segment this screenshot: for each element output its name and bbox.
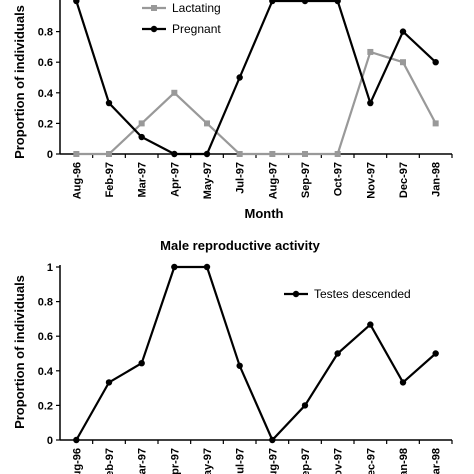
male-x-tick-label: Mar-97 <box>137 448 149 474</box>
female-y-tick-label: 0.6 <box>38 57 53 69</box>
male-y-tick-label: 0.2 <box>38 400 53 412</box>
male-legend-label-testes-descended: Testes descended <box>314 287 411 301</box>
female-x-tick-label: Aug-97 <box>267 162 279 199</box>
female-x-tick-label: Dec-97 <box>398 162 410 198</box>
male-series-testes-descended-point <box>301 402 309 409</box>
female-series-pregnant-point <box>105 99 113 107</box>
female-series-lactating-point <box>138 120 145 127</box>
male-series-testes-descended-point <box>236 362 243 369</box>
female-x-tick-label: Oct-97 <box>333 162 345 196</box>
male-series-testes-descended-point <box>171 263 178 271</box>
female-series-pregnant-point <box>334 0 341 5</box>
female-x-tick-label: Apr-97 <box>169 162 181 197</box>
female-series-lactating-line <box>76 50 437 156</box>
male-x-tick-label: Sep-97 <box>300 448 312 474</box>
female-series-pregnant-point <box>399 28 407 35</box>
female-x-tick-label: Jul-97 <box>235 162 247 194</box>
female-reproductive-chart: Proportion of individuals Month Lactatin… <box>12 0 453 221</box>
female-series-lactating-point <box>367 48 374 55</box>
female-series-lactating-point <box>204 120 210 127</box>
female-series-lactating-point <box>171 89 178 96</box>
male-y-tick-label: 0.8 <box>38 297 53 309</box>
male-x-tick-label: Feb-97 <box>104 448 116 474</box>
female-x-axis-label: Month <box>245 206 284 221</box>
female-y-tick-label: 0.2 <box>38 118 53 130</box>
male-reproductive-chart: Male reproductive activity Proportion of… <box>12 238 453 474</box>
female-series-pregnant-point <box>138 133 145 141</box>
male-x-tick-label: May-97 <box>202 448 214 474</box>
female-x-tick-label: Aug-96 <box>71 162 83 199</box>
female-series-lactating-point <box>73 151 80 157</box>
female-series-lactating-point <box>269 151 276 157</box>
female-series-pregnant-point <box>236 74 243 81</box>
male-series-testes-descended-point <box>432 350 439 357</box>
male-x-tick-label: Aug-96 <box>71 448 83 474</box>
male-series-testes-descended-point <box>73 436 80 444</box>
male-y-tick-label: 0.6 <box>38 331 53 343</box>
female-series-lactating-point <box>236 151 243 157</box>
female-legend-label-pregnant: Pregnant <box>172 22 221 36</box>
male-x-tick-label: Jul-97 <box>235 448 247 474</box>
male-series-testes-descended-point <box>269 436 276 444</box>
female-series-pregnant-point <box>73 0 80 5</box>
female-y-tick-label: 0.4 <box>38 88 54 100</box>
female-series-pregnant-point <box>301 0 309 5</box>
female-series-pregnant-point <box>269 0 276 5</box>
female-x-tick-label: Feb-97 <box>104 162 116 197</box>
male-series-testes-descended-point <box>334 350 341 357</box>
female-legend-marker-pregnant <box>150 25 158 33</box>
male-series-testes-descended-point <box>203 263 211 271</box>
male-y-tick-label: 1 <box>47 262 53 274</box>
female-y-tick-label: 0 <box>47 149 53 161</box>
female-series-pregnant-point <box>367 99 374 107</box>
female-series-pregnant-point <box>432 59 439 66</box>
female-legend-marker-lactating <box>151 5 157 11</box>
male-legend: Testes descended <box>284 287 411 301</box>
female-x-tick-label: May-97 <box>202 162 214 199</box>
female-series-pregnant-point <box>171 150 178 158</box>
male-chart-title: Male reproductive activity <box>160 238 320 253</box>
male-x-tick-label: Mar-98 <box>431 448 443 474</box>
female-x-tick-label: Nov-97 <box>365 162 377 199</box>
female-x-tick-label: Sep-97 <box>300 162 312 198</box>
female-y-axis-label: Proportion of individuals <box>12 5 27 159</box>
female-legend: Lactating Pregnant <box>142 1 221 36</box>
male-x-tick-label: Apr-97 <box>169 448 181 474</box>
female-series-lactating-point <box>334 151 341 157</box>
male-x-tick-label: Dec-97 <box>365 448 377 474</box>
male-x-tick-label: Aug-97 <box>267 448 279 474</box>
male-series-testes-descended-point <box>367 321 374 328</box>
male-y-tick-label: 0.4 <box>38 366 54 378</box>
female-series-lactating-point <box>432 120 439 127</box>
male-series-testes-descended-line <box>75 265 437 442</box>
male-x-tick-label: Nov-97 <box>333 448 345 474</box>
female-series-pregnant-point <box>203 150 211 158</box>
female-x-tick-label: Mar-97 <box>137 162 149 197</box>
male-legend-marker-testes-descended <box>292 290 300 298</box>
female-series-pregnant-line <box>75 0 437 156</box>
female-y-tick-label: 0.8 <box>38 27 53 39</box>
female-series-lactating-point <box>400 59 406 66</box>
female-legend-label-lactating: Lactating <box>172 1 221 15</box>
male-y-axis-label: Proportion of individuals <box>12 275 27 429</box>
male-series-testes-descended-point <box>399 379 407 386</box>
male-series-testes-descended-point <box>105 379 113 386</box>
male-x-tick-label: Jan-98 <box>398 448 410 474</box>
female-series-lactating-point <box>106 151 112 157</box>
male-series-testes-descended-point <box>138 359 145 367</box>
female-series-lactating-point <box>302 151 308 157</box>
male-y-tick-label: 0 <box>47 435 53 447</box>
female-x-tick-label: Jan-98 <box>431 162 443 197</box>
